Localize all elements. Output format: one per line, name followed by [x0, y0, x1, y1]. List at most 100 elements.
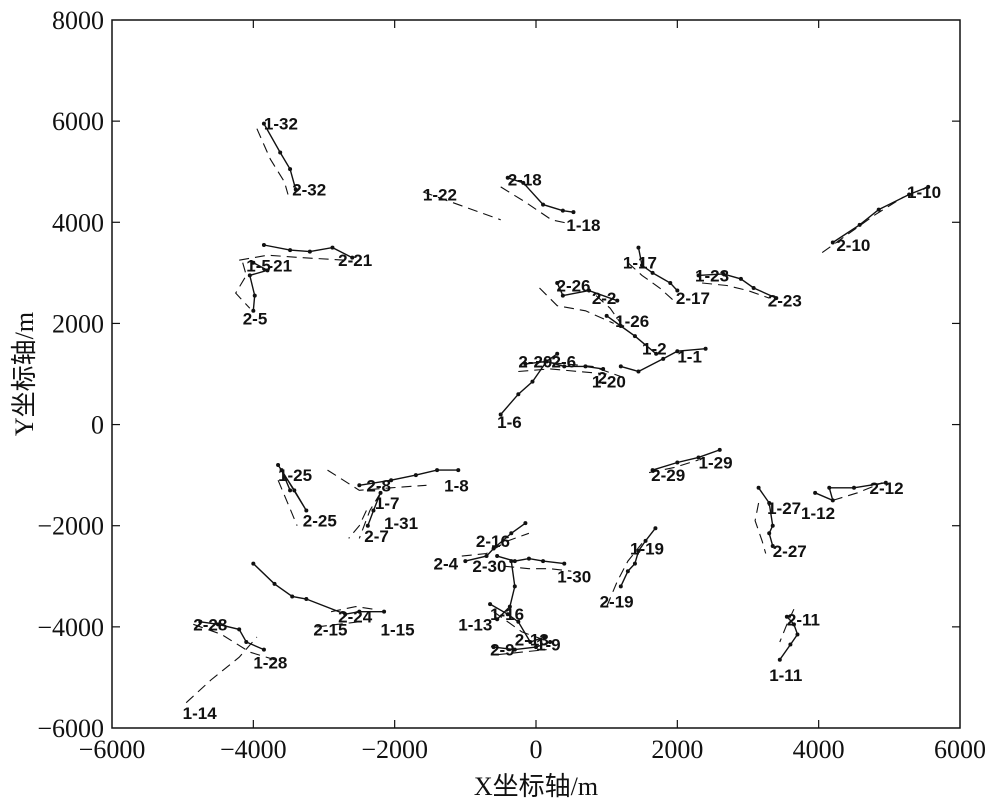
trajectory-label: 1-10 [907, 183, 941, 202]
point-1-31 [378, 490, 383, 495]
point-1-13 [488, 602, 493, 607]
point-1-5 [265, 268, 270, 273]
point-1-13 [528, 640, 533, 645]
trajectory-label: 1-6 [497, 413, 522, 432]
point-1-19 [636, 549, 641, 553]
trajectory-label: 1-20 [592, 373, 626, 392]
point-1-19 [643, 538, 648, 543]
point-2-26 [587, 288, 591, 293]
trajectory-label: 2-20 [518, 352, 552, 371]
point-1-15 [343, 612, 348, 617]
point-1-17 [650, 270, 655, 275]
point-1-2 [632, 334, 637, 339]
trajectory-label: 1-2 [642, 340, 667, 359]
point-2-21 [307, 249, 312, 254]
series-2-29 [648, 459, 699, 474]
series-1-19 [620, 527, 656, 587]
x-tick-label: −6000 [79, 735, 146, 764]
trajectory-label: 1-5 [246, 256, 271, 275]
point-1-11 [788, 642, 793, 647]
trajectory-label: 1-19 [630, 539, 664, 558]
trajectory-label: 1-16 [490, 605, 524, 624]
point-1-25 [288, 488, 293, 493]
trajectory-label: 1-11 [769, 666, 802, 685]
trajectory-label: 2-25 [303, 512, 337, 531]
point-1-2 [618, 323, 623, 328]
point-1-30 [541, 559, 546, 564]
y-tick-label: −4000 [37, 613, 104, 642]
trajectory-label: 2-2 [592, 289, 617, 308]
point-1-25 [304, 508, 309, 513]
trajectory-label: -21 [267, 256, 292, 275]
trajectory-label: 1-18 [566, 216, 600, 235]
trajectory-label: 2-15 [313, 620, 347, 639]
x-tick-label: −4000 [220, 735, 287, 764]
trajectory-label: 1-31 [384, 514, 418, 533]
trajectory-label: 1-17 [623, 254, 657, 273]
point-1-8 [413, 473, 418, 478]
trajectory-label: 1-12 [801, 504, 835, 523]
trajectory-label: 1-27 [767, 499, 801, 518]
point-1-2 [604, 313, 609, 318]
trajectory-label: 2-12 [870, 479, 904, 498]
point-1-30 [512, 559, 517, 564]
trajectory-label: 1-15 [381, 620, 415, 639]
point-1-16 [495, 617, 500, 622]
series-2-4 [461, 532, 530, 557]
point-1-5 [251, 308, 256, 313]
series-2-7 [348, 510, 367, 539]
trajectory-series [185, 121, 931, 704]
point-1-1 [636, 369, 641, 374]
trajectory-label: 2-4 [434, 555, 459, 574]
trajectory-label: 1-29 [699, 454, 733, 473]
point-1-8 [357, 483, 362, 488]
series-2-18 [500, 186, 568, 224]
series-2-26 [556, 282, 618, 302]
point-1-6 [516, 392, 521, 397]
point-1-25 [279, 468, 284, 473]
series-2-17 [627, 262, 675, 302]
trajectory-label: 2 [597, 369, 606, 388]
point-1-11 [777, 657, 782, 662]
series-1-9 [497, 649, 547, 656]
point-1-11 [784, 614, 789, 619]
y-axis-ticks: −6000 −4000 −2000 0 2000 4000 6000 8000 [37, 6, 960, 743]
point-1-15 [251, 561, 256, 566]
y-tick-label: 8000 [52, 6, 104, 35]
y-tick-label: −2000 [37, 512, 104, 541]
point-1-15 [357, 609, 362, 614]
point-1-29 [717, 447, 722, 452]
point-2-16 [523, 521, 528, 526]
point-1-1 [618, 364, 623, 369]
series-2-12 [832, 482, 883, 501]
x-tick-label: 6000 [934, 735, 986, 764]
series-2-13 [493, 611, 551, 643]
trajectory-label: 2-5 [243, 309, 268, 328]
point-1-17 [640, 263, 644, 268]
trajectory-label: 1-8 [444, 476, 469, 495]
point-2-16 [509, 531, 514, 536]
series-1-7 [358, 492, 381, 539]
point-1-27 [770, 543, 775, 548]
point-1-28 [244, 640, 249, 645]
trajectory-label: 2-24 [338, 608, 373, 627]
series-2-9 [493, 641, 551, 651]
point-1-13 [505, 612, 510, 617]
point-1-6 [555, 351, 560, 356]
point-2-16 [463, 559, 468, 564]
point-1-16 [512, 584, 517, 589]
point-2-26 [615, 298, 620, 303]
point-2-9 [512, 647, 517, 652]
point-1-11 [795, 632, 800, 637]
point-1-30 [562, 561, 567, 566]
point-1-29 [696, 455, 701, 460]
x-tick-label: −2000 [361, 735, 428, 764]
trajectory-label: 1-22 [423, 185, 457, 204]
point-1-12 [813, 490, 818, 495]
series-2-5 [235, 262, 251, 309]
point-2-9 [534, 645, 538, 650]
point-1-27 [767, 500, 772, 505]
series-1-16 [496, 561, 516, 620]
series-2-23 [702, 282, 770, 299]
